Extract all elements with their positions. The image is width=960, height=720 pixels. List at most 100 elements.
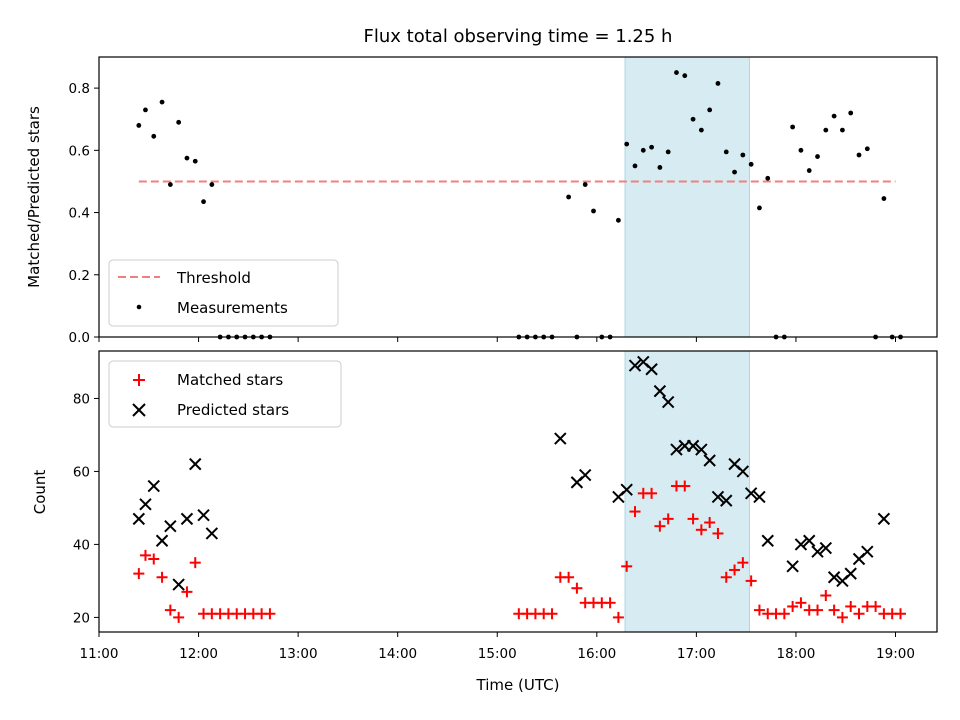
matched-star-point <box>845 600 857 612</box>
predicted-star-point <box>761 534 774 547</box>
predicted-star-point <box>670 443 683 456</box>
count-highlight-span <box>624 350 750 633</box>
x-axis-label: Time (UTC) <box>476 676 560 694</box>
measurement-point <box>649 144 654 150</box>
measurement-point <box>715 81 721 86</box>
measurement-point <box>698 127 704 133</box>
matched-star-point <box>894 608 906 620</box>
measurement-point <box>632 163 638 169</box>
measurement-point <box>748 161 754 167</box>
measurement-point <box>176 119 182 125</box>
measurement-point <box>136 123 142 128</box>
matched-star-point <box>812 604 824 616</box>
predicted-star-point <box>819 541 833 555</box>
matched-star-point <box>820 590 832 602</box>
matched-star-point <box>778 608 790 620</box>
x-tick-label: 14:00 <box>378 646 417 662</box>
predicted-star-point <box>720 494 733 507</box>
measurement-point <box>823 127 829 133</box>
predicted-star-point <box>189 457 202 471</box>
count-y-tick-label: 80 <box>73 391 90 407</box>
measurement-point <box>566 194 572 200</box>
measurement-point <box>624 141 630 147</box>
predicted-star-point <box>578 468 592 482</box>
matched-star-point <box>621 560 633 572</box>
predicted-star-point <box>811 545 824 558</box>
measurement-point <box>790 124 796 130</box>
matched-star-point <box>604 597 616 609</box>
measurement-point <box>856 152 862 158</box>
matched-star-point <box>695 524 707 536</box>
measurement-point <box>640 147 646 153</box>
measurement-point <box>690 116 696 122</box>
measurement-point <box>864 146 870 152</box>
count-x-ticks: 11:00 12:00 13:00 14:00 15:00 16:00 17:00 18:00… <box>80 632 915 662</box>
x-tick-label: 18:00 <box>776 646 815 662</box>
predicted-star-point <box>164 519 177 533</box>
ratio-x-ticks <box>98 337 897 342</box>
predicted-star-point <box>703 454 716 467</box>
x-tick-label: 16:00 <box>577 646 616 662</box>
predicted-star-point <box>132 512 146 526</box>
predicted-star-point <box>180 512 194 526</box>
measurement-point <box>765 175 771 181</box>
predicted-star-point <box>753 490 766 504</box>
matched-star-point <box>164 604 176 616</box>
matched-star-point <box>571 582 583 594</box>
predicted-star-point <box>197 509 210 522</box>
measurement-point <box>707 107 713 113</box>
matched-star-point <box>189 557 201 569</box>
count-legend: Matched stars Predicted stars <box>108 360 342 428</box>
x-tick-label: 17:00 <box>677 646 716 662</box>
measurement-point <box>167 182 173 187</box>
matched-star-point <box>720 571 732 583</box>
measurement-point <box>840 127 845 133</box>
matched-star-point <box>139 549 151 561</box>
matched-star-points <box>133 480 906 623</box>
matched-star-point <box>156 571 168 583</box>
predicted-star-point <box>803 534 816 547</box>
predicted-star-point <box>695 443 708 456</box>
measurement-point <box>798 147 804 153</box>
measurement-point <box>665 149 671 155</box>
matched-star-point <box>870 600 882 612</box>
matched-star-point <box>264 608 276 620</box>
matched-star-point <box>787 600 799 612</box>
matched-star-point <box>629 506 641 518</box>
measurement-point <box>159 99 165 105</box>
measurement-point <box>806 168 812 173</box>
matched-star-point <box>546 608 558 620</box>
matched-star-point <box>729 564 741 576</box>
predicted-star-point <box>205 527 219 540</box>
predicted-star-point <box>861 545 874 558</box>
matched-star-point <box>181 586 193 598</box>
predicted-star-point <box>661 395 675 409</box>
predicted-star-points <box>132 355 891 591</box>
ratio-y-tick-label: 0.2 <box>69 268 90 284</box>
predicted-star-point <box>744 487 758 500</box>
predicted-star-point <box>877 512 891 526</box>
matched-star-point <box>612 611 624 623</box>
measurement-point <box>723 149 729 155</box>
measurement-point <box>732 169 737 175</box>
predicted-star-point <box>736 465 750 478</box>
measurement-point <box>657 165 663 170</box>
ratio-y-tick-label: 0.8 <box>69 81 90 97</box>
ratio-y-tick-label: 0.4 <box>69 206 90 222</box>
matched-star-point <box>795 597 807 609</box>
count-y-axis-label: Count <box>31 470 49 515</box>
predicted-star-point <box>147 479 160 493</box>
matched-star-point <box>687 513 699 525</box>
matched-star-point <box>836 611 848 623</box>
predicted-star-point <box>827 571 841 584</box>
matched-star-point <box>712 527 724 539</box>
measurement-point <box>674 70 679 75</box>
measurement-point <box>848 110 854 116</box>
ratio-y-ticks: 0.0 0.2 0.4 0.6 0.8 <box>69 81 99 346</box>
ratio-y-axis-label: Matched/Predicted stars <box>25 106 43 288</box>
matched-star-point <box>828 604 840 616</box>
count-y-tick-label: 40 <box>73 537 90 553</box>
legend-matched-label: Matched stars <box>177 371 283 389</box>
